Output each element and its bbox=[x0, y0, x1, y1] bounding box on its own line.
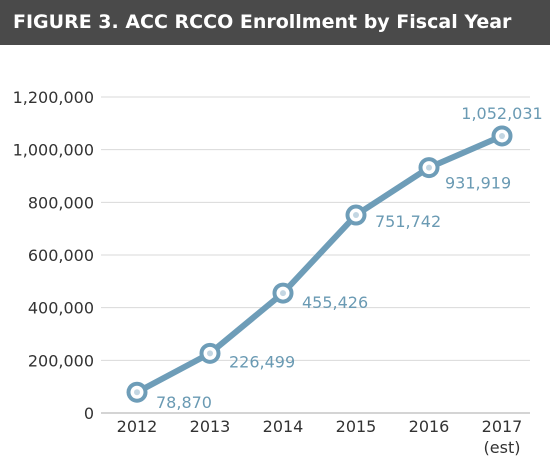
y-tick-label: 0 bbox=[84, 404, 94, 423]
y-tick-label: 200,000 bbox=[28, 351, 94, 370]
series-line-path bbox=[134, 132, 505, 396]
data-label: 1,052,031 bbox=[461, 104, 542, 123]
series-line bbox=[134, 132, 505, 396]
data-label: 751,742 bbox=[375, 212, 441, 231]
data-point-center bbox=[499, 132, 505, 139]
data-label: 78,870 bbox=[156, 393, 212, 412]
data-point-center bbox=[207, 350, 213, 357]
y-tick-label: 400,000 bbox=[28, 299, 94, 318]
y-axis-tick-labels: 0 200,000 400,000 600,000 800,000 1,000,000 1,… bbox=[13, 88, 94, 423]
data-label: 931,919 bbox=[445, 174, 511, 193]
y-tick-label: 800,000 bbox=[28, 193, 94, 212]
y-tick-label: 600,000 bbox=[28, 246, 94, 265]
gridlines bbox=[101, 96, 530, 414]
data-point-center bbox=[134, 389, 140, 396]
data-point-center bbox=[426, 164, 432, 171]
data-point-center bbox=[353, 212, 359, 219]
data-label: 455,426 bbox=[302, 293, 368, 312]
x-tick-label: 2016 bbox=[409, 417, 450, 436]
x-tick-sublabel: (est) bbox=[484, 438, 521, 457]
x-tick-label: 2014 bbox=[263, 417, 304, 436]
x-tick-label: 2015 bbox=[336, 417, 377, 436]
data-point-center bbox=[280, 290, 286, 297]
x-tick-label: 2013 bbox=[190, 417, 231, 436]
y-tick-label: 1,200,000 bbox=[13, 88, 94, 107]
series-markers bbox=[126, 125, 513, 403]
data-label: 226,499 bbox=[229, 352, 295, 371]
x-axis-tick-labels: 2012 2013 2014 2015 2016 2017 (est) bbox=[117, 417, 523, 457]
x-tick-label: 2012 bbox=[117, 417, 158, 436]
x-tick-label: 2017 bbox=[482, 417, 523, 436]
y-tick-label: 1,000,000 bbox=[13, 141, 94, 160]
chart-title: FIGURE 3. ACC RCCO Enrollment by Fiscal … bbox=[0, 0, 550, 45]
